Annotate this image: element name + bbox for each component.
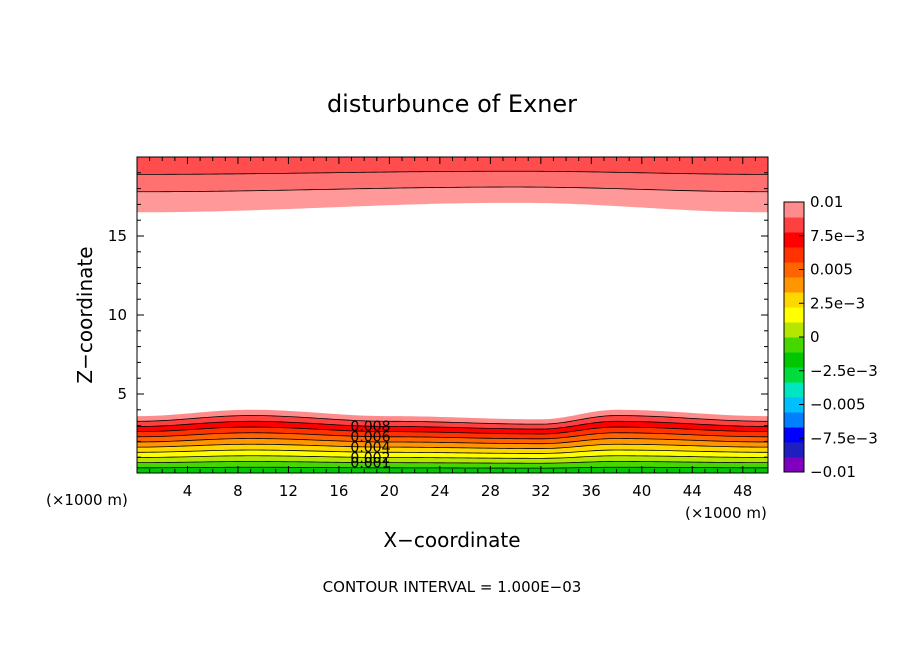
contour-band (137, 171, 768, 192)
contour-band (137, 432, 768, 444)
colorbar-swatch (784, 247, 804, 263)
colorbar-swatch (784, 382, 804, 398)
colorbar-tick-label: −2.5e−3 (810, 362, 878, 380)
y-axis-title: Z−coordinate (73, 246, 97, 383)
colorbar-swatch (784, 322, 804, 338)
contour-label: 0.008 (350, 419, 390, 435)
x-tick-label: 16 (329, 482, 348, 500)
contour-line (137, 438, 768, 445)
contour-band (137, 450, 768, 459)
colorbar-swatch (784, 262, 804, 278)
contour-label: 0.002 (350, 450, 390, 466)
colorbar-tick-label: −7.5e−3 (810, 429, 878, 447)
colorbar-swatch (784, 307, 804, 323)
x-tick-label: 36 (582, 482, 601, 500)
colorbar-swatch (784, 442, 804, 458)
colorbar-swatch (784, 202, 804, 218)
contour-band (137, 415, 768, 430)
y-axis-unit: (×1000 m) (46, 491, 128, 509)
y-axis-ticks: 5 10 15 (108, 172, 768, 458)
colorbar-swatch (784, 292, 804, 308)
colorbar-swatch (784, 352, 804, 368)
contour-line (137, 415, 768, 425)
colorbar: 0.01 7.5e−3 0.005 2.5e−3 0 −2.5e−3 −0.005 −7.5e… (783, 193, 878, 481)
colorbar-tick-label: 0.01 (810, 193, 843, 211)
y-tick-label: 5 (117, 385, 127, 403)
colorbar-tick-label: 0.005 (810, 261, 853, 279)
colorbar-swatch (784, 217, 804, 233)
colorbar-tick-label: 2.5e−3 (810, 294, 865, 312)
y-tick-label: 10 (108, 306, 127, 324)
contour-line (137, 420, 768, 430)
contour-label: 0.004 (350, 440, 390, 456)
colorbar-swatch (784, 337, 804, 353)
contour-line (137, 449, 768, 454)
x-tick-label: 4 (183, 482, 193, 500)
colorbar-swatch (784, 277, 804, 293)
colorbar-swatch (784, 427, 804, 443)
contour-band (137, 438, 768, 449)
x-axis-unit: (×1000 m) (685, 504, 767, 522)
colorbar-swatch (784, 457, 804, 473)
colorbar-tick-label: 7.5e−3 (810, 227, 865, 245)
colorbar-tick-label: 0 (810, 328, 820, 346)
contour-band (137, 461, 768, 469)
x-axis-title: X−coordinate (383, 528, 520, 552)
contour-line (137, 461, 768, 464)
x-tick-label: 24 (430, 482, 449, 500)
contour-band (137, 187, 768, 213)
y-tick-label: 15 (108, 227, 127, 245)
contour-line (137, 455, 768, 459)
contour-line (137, 432, 768, 440)
colorbar-tick-label: −0.01 (810, 463, 856, 481)
contour-band (137, 409, 768, 425)
x-tick-label: 40 (632, 482, 651, 500)
colorbar-swatch (784, 367, 804, 383)
x-tick-label: 44 (683, 482, 702, 500)
contour-label: 0.006 (350, 430, 390, 446)
contour-line (137, 426, 768, 435)
colorbar-swatch (784, 232, 804, 248)
contour-line (137, 170, 768, 175)
contour-label: 0.001 (350, 456, 390, 472)
colorbar-swatch (784, 412, 804, 428)
contour-lines (137, 170, 768, 469)
contour-band (137, 157, 768, 175)
chart-title: disturbunce of Exner (327, 90, 577, 118)
contour-line (137, 443, 768, 449)
x-axis-ticks: 4 8 12 16 20 24 28 32 36 40 44 48 (149, 157, 756, 500)
x-tick-label: 12 (279, 482, 298, 500)
x-tick-label: 32 (531, 482, 550, 500)
colorbar-tick-label: −0.005 (810, 396, 866, 414)
x-tick-label: 8 (233, 482, 243, 500)
contour-interval-note: CONTOUR INTERVAL = 1.000E−03 (323, 578, 582, 596)
x-tick-label: 28 (481, 482, 500, 500)
x-tick-label: 20 (380, 482, 399, 500)
contour-line (137, 186, 768, 193)
contour-band (137, 444, 768, 454)
contour-band (137, 427, 768, 439)
contour-line (137, 466, 768, 469)
x-tick-label: 48 (733, 482, 752, 500)
colorbar-swatch (784, 397, 804, 413)
